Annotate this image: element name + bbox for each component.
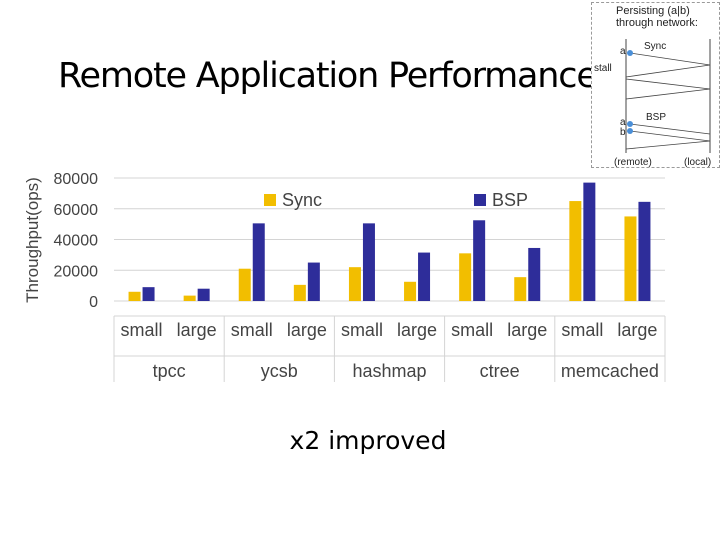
inset-diagram-lines [625, 39, 711, 153]
inset-b-label: b [620, 127, 626, 138]
legend-swatch-sync [264, 194, 276, 206]
protocol-inset-figure: Persisting (a|b) through network: Sync a… [591, 2, 720, 168]
bar-bsp [307, 262, 320, 301]
y-tick-label: 20000 [54, 263, 99, 280]
x-tick-label: large [177, 320, 217, 340]
x-tick-label: large [617, 320, 657, 340]
inset-remote-label: (remote) [614, 157, 652, 168]
bar-sync [128, 291, 141, 301]
bar-sync [459, 253, 472, 301]
inset-bsp-label: BSP [646, 112, 667, 123]
x-tick-label: large [507, 320, 547, 340]
slide-title: Remote Application Performance [58, 56, 598, 96]
x-tick-label: small [121, 320, 163, 340]
bar-sync [348, 267, 361, 301]
bar-sync [238, 268, 251, 301]
bar-sync [569, 201, 582, 301]
bar-bsp [638, 201, 651, 301]
bar-bsp [528, 247, 541, 301]
bar-bsp [252, 223, 265, 301]
x-tick-label: large [397, 320, 437, 340]
inset-point-b-bsp [627, 128, 633, 134]
inset-sync-label: Sync [644, 41, 667, 52]
bar-sync [514, 277, 527, 301]
legend-label-sync: Sync [282, 190, 322, 210]
bar-bsp [142, 287, 155, 301]
y-tick-label: 60000 [54, 202, 99, 219]
bar-bsp [418, 252, 431, 301]
bar-bsp [362, 223, 375, 301]
x-tick-label: small [231, 320, 273, 340]
x-tick-label: small [561, 320, 603, 340]
y-tick-label: 80000 [54, 171, 99, 188]
group-label: memcached [561, 361, 659, 381]
y-tick-label: 40000 [54, 233, 99, 250]
inset-stall-label: stall [594, 63, 612, 74]
inset-a-label: a [620, 117, 626, 128]
group-label: ycsb [261, 361, 298, 381]
group-label: hashmap [352, 361, 426, 381]
group-label: ctree [480, 361, 520, 381]
y-axis-label: Throughput(ops) [23, 177, 42, 303]
y-tick-label: 0 [89, 294, 98, 311]
inset-a-label-top: a [620, 46, 626, 57]
bar-sync [183, 295, 196, 301]
x-tick-label: large [287, 320, 327, 340]
bar-bsp [197, 288, 210, 301]
x-tick-label: small [341, 320, 383, 340]
group-label: tpcc [153, 361, 186, 381]
x-tick-label: small [451, 320, 493, 340]
bar-sync [293, 284, 306, 301]
bar-sync [624, 216, 637, 301]
bar-sync [404, 281, 417, 301]
legend-swatch-bsp [474, 194, 486, 206]
legend-label-bsp: BSP [492, 190, 528, 210]
inset-point-a-sync [627, 50, 633, 56]
inset-caption-line2: through network: [616, 17, 698, 29]
bar-bsp [583, 182, 596, 301]
inset-local-label: (local) [684, 157, 712, 168]
inset-caption-line1: Persisting (a|b) [616, 5, 690, 17]
improvement-caption: x2 improved [289, 426, 447, 455]
bar-bsp [473, 220, 486, 301]
inset-point-a-bsp [627, 121, 633, 127]
